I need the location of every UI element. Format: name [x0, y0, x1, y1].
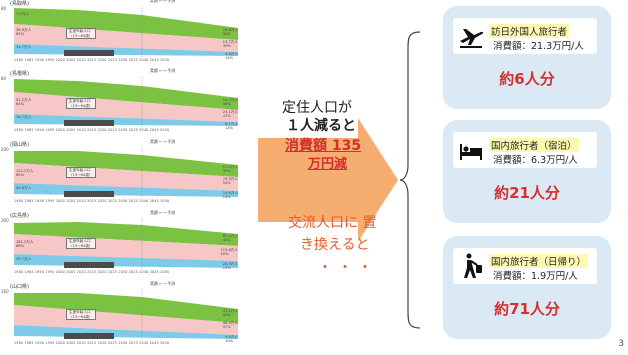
dark-bar: [64, 262, 114, 268]
chart-panel-okayama: (岡山県) 実績 ←→ 予測 200 122.2万人 65% 40.8万人 生産…: [0, 139, 240, 211]
area-chart: [14, 76, 238, 128]
card-title: 国内旅行者（宿泊）: [489, 138, 579, 152]
x-axis-ticks: 1980 1985 1990 1995 2000 2005 2010 2015 …: [14, 58, 170, 62]
area-chart: [14, 218, 238, 270]
x-axis-ticks: 1980 1985 1990 1995 2000 2005 2010 2015 …: [14, 199, 170, 203]
replacement-text-2: き換えると: [300, 237, 370, 253]
replacement-text-1: 交流人口に 置: [288, 215, 377, 231]
chart-panel-hiroshima: (広島県) 実績 ←→ 予測 300 181.2万人 66% 53.7万人 生産…: [0, 210, 240, 282]
left-label-bottom: 40.8万人: [16, 186, 32, 190]
right-label-mid: 24.1万人 47%: [222, 110, 238, 118]
x-axis-ticks: 1980 1985 1990 1995 2000 2005 2010 2015 …: [14, 341, 170, 345]
left-label-bottom: 14.7万人: [16, 45, 32, 49]
dark-bar: [64, 50, 114, 56]
card-title: 訪日外国人旅行者: [489, 24, 570, 38]
hotel-bed-icon: [460, 144, 482, 160]
prefecture-name: (広島県): [10, 213, 29, 219]
prefecture-name: (岡山県): [10, 142, 29, 148]
legend: 実績 ←→ 予測: [150, 68, 176, 73]
page-number: 3: [618, 339, 624, 349]
area-chart: [14, 6, 238, 58]
card-spend: 消費額：1.9万円/人: [493, 271, 578, 282]
left-label-mid: 181.2万人 66%: [16, 240, 34, 248]
legend: 実績 ←→ 予測: [150, 210, 176, 215]
right-label-top: 16.6万人 34%: [222, 28, 238, 36]
right-label-bottom: 6.1万人 13%: [225, 122, 238, 130]
note-box: 生産年齢人口 （15〜64歳）: [66, 238, 96, 249]
card-result: 約21人分: [494, 184, 560, 202]
card-result: 約6人分: [499, 70, 555, 88]
card-label-box: 国内旅行者（宿泊） 消費額：6.3万円/人: [453, 132, 597, 168]
chart-panel-shimane: (島根県) 実績 ←→ 予測 80 51.2万人 64% 16.7万人 生産年齢…: [0, 68, 240, 140]
card-label-box: 訪日外国人旅行者 消費額：21.3万円/人: [453, 18, 597, 54]
y-axis-max: 200: [1, 147, 9, 152]
legend: 実績 ←→ 予測: [150, 139, 176, 144]
card-label-box: 国内旅行者（日帰り） 消費額：1.9万円/人: [453, 248, 597, 284]
chart-panel-yamaguchi: (山口県) 実績 ←→ 予測 160 生産年齢人口 （15〜64歳） 47.4万…: [0, 281, 240, 353]
middle-line1: 定住人口が: [282, 100, 352, 116]
population-charts: (鳥取県) 実績 ←→ 予測 80 7.4万人 36.9万人 64% 14.7万…: [0, 0, 240, 355]
card-domestic-overnight: 国内旅行者（宿泊） 消費額：6.3万円/人 約21人分: [443, 120, 611, 223]
area-chart: [14, 289, 238, 341]
middle-line2: １人減ると: [286, 118, 356, 134]
walking-traveler-icon: [464, 253, 482, 278]
left-label-mid: 36.9万人 64%: [16, 28, 32, 36]
card-spend: 消費額：6.3万円/人: [493, 155, 578, 166]
ellipsis: ・・・: [318, 260, 378, 276]
right-label-bottom: 4.8万人 14%: [225, 52, 238, 60]
prefecture-name: (島根県): [10, 71, 29, 77]
right-label-mid: 13.7万人 39%: [222, 40, 238, 48]
left-label-bottom: 16.7万人: [16, 115, 32, 119]
note-box: 生産年齢人口 （15〜64歳）: [66, 309, 96, 320]
card-title: 国内旅行者（日帰り）: [489, 254, 589, 268]
dark-bar: [64, 120, 114, 126]
note-box: 生産年齢人口 （15〜64歳）: [66, 167, 96, 178]
left-label-mid: 122.2万人 65%: [16, 169, 34, 177]
right-label-bottom: 28.9万人 13%: [222, 262, 238, 270]
note-box: 生産年齢人口 （15〜64歳）: [66, 98, 96, 109]
dark-bar: [64, 191, 114, 197]
left-label-top: 7.4万人: [16, 12, 29, 16]
consumption-decrease-2: 万円減: [308, 157, 348, 172]
legend: 実績 ←→ 予測: [150, 0, 176, 3]
y-axis-max: 160: [1, 289, 9, 294]
x-axis-ticks: 1980 1985 1990 1995 2000 2005 2010 2015 …: [14, 128, 170, 132]
area-chart: [14, 147, 238, 199]
curly-brace: [399, 31, 421, 329]
airplane-icon: [460, 29, 484, 48]
legend: 実績 ←→ 予測: [150, 281, 176, 286]
right-label-top: 80.4万人 40%: [222, 234, 238, 242]
card-domestic-daytrip: 国内旅行者（日帰り） 消費額：1.9万円/人 約71人分: [443, 236, 611, 339]
card-foreign-visitors: 訪日外国人旅行者 消費額：21.3万円/人 約6人分: [443, 6, 611, 109]
x-axis-ticks: 1980 1985 1990 1995 2000 2005 2010 2015 …: [14, 270, 170, 274]
right-label-bottom: 19.8万人 14%: [222, 191, 238, 199]
y-axis-max: 80: [1, 76, 7, 81]
prefecture-name: (山口県): [10, 284, 29, 290]
right-arrow: [258, 118, 398, 242]
y-axis-max: 80: [1, 6, 7, 11]
right-label-bottom: 9.5万人 10%: [225, 335, 238, 343]
dark-bar: [64, 333, 114, 339]
chart-panel-tottori: (鳥取県) 実績 ←→ 予測 80 7.4万人 36.9万人 64% 14.7万…: [0, 0, 240, 70]
left-label-bottom: 53.7万人: [16, 257, 32, 261]
right-label-mid: 46.9万人 47%: [222, 321, 238, 329]
card-result: 約71人分: [494, 300, 560, 318]
note-box: 生産年齢人口 （15〜64歳）: [66, 28, 96, 39]
right-label-mid: 115.6万人 49%: [220, 248, 238, 256]
right-label-top: 47.4万人 43%: [222, 309, 238, 317]
right-label-mid: 76.9万人 54%: [222, 177, 238, 185]
right-label-top: 16.7万人 40%: [222, 98, 238, 106]
y-axis-max: 300: [1, 218, 9, 223]
left-label-mid: 51.2万人 64%: [16, 98, 32, 106]
card-spend: 消費額：21.3万円/人: [493, 41, 584, 52]
prefecture-name: (鳥取県): [10, 1, 29, 7]
consumption-decrease-1: 消費額 135: [285, 138, 362, 154]
right-label-top: 57.0万人 39%: [222, 165, 238, 173]
